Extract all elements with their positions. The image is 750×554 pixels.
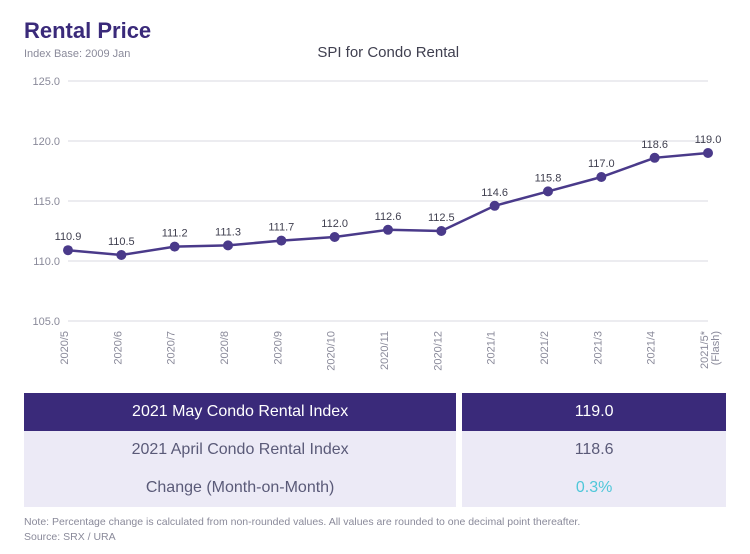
svg-text:105.0: 105.0 (32, 316, 60, 328)
svg-text:2021/3: 2021/3 (592, 331, 604, 365)
svg-text:119.0: 119.0 (695, 134, 722, 146)
row-value: 119.0 (459, 393, 726, 431)
svg-text:2021/1: 2021/1 (486, 331, 498, 365)
svg-text:112.5: 112.5 (428, 212, 455, 224)
svg-text:2020/11: 2020/11 (379, 331, 391, 370)
svg-text:115.0: 115.0 (33, 196, 60, 208)
svg-text:2020/8: 2020/8 (219, 331, 231, 365)
svg-text:2021/4: 2021/4 (646, 331, 658, 365)
svg-text:111.3: 111.3 (215, 226, 241, 238)
svg-text:118.6: 118.6 (641, 139, 668, 151)
svg-text:2020/9: 2020/9 (272, 331, 284, 365)
table-row: 2021 April Condo Rental Index 118.6 (24, 431, 726, 469)
chart-svg: 105.0 110.0 115.0 120.0 125.0 110.9 110.5 111.2… (24, 67, 726, 387)
svg-text:125.0: 125.0 (32, 76, 60, 88)
svg-text:111.2: 111.2 (162, 228, 188, 240)
svg-text:(Flash): (Flash) (710, 331, 722, 365)
header: Rental Price Index Base: 2009 Jan SPI fo… (24, 18, 726, 61)
row-label: 2021 May Condo Rental Index (24, 393, 459, 431)
table-row: Change (Month-on-Month) 0.3% (24, 469, 726, 507)
header-subline: Index Base: 2009 Jan SPI for Condo Renta… (24, 44, 726, 61)
svg-text:117.0: 117.0 (588, 158, 615, 170)
svg-text:112.0: 112.0 (321, 218, 348, 230)
table-row: 2021 May Condo Rental Index 119.0 (24, 393, 726, 431)
svg-text:115.8: 115.8 (535, 172, 562, 184)
footnote-line: Note: Percentage change is calculated fr… (24, 515, 726, 530)
svg-text:110.0: 110.0 (33, 256, 60, 268)
row-label: 2021 April Condo Rental Index (24, 431, 459, 469)
svg-text:111.7: 111.7 (268, 222, 294, 234)
svg-text:2020/5: 2020/5 (59, 331, 71, 365)
page-title: Rental Price (24, 18, 726, 44)
summary-table: 2021 May Condo Rental Index 119.0 2021 A… (24, 393, 726, 507)
svg-text:2020/10: 2020/10 (326, 331, 338, 371)
row-value: 118.6 (459, 431, 726, 469)
footnote-line: Source: SRX / URA (24, 530, 726, 545)
svg-text:2020/6: 2020/6 (112, 331, 124, 365)
svg-text:112.6: 112.6 (375, 211, 402, 223)
svg-text:110.9: 110.9 (55, 231, 82, 243)
line-chart: 105.0 110.0 115.0 120.0 125.0 110.9 110.5 111.2… (24, 67, 726, 387)
svg-text:110.5: 110.5 (108, 236, 135, 248)
row-label: Change (Month-on-Month) (24, 469, 459, 507)
footnote: Note: Percentage change is calculated fr… (24, 515, 726, 544)
svg-text:2021/2: 2021/2 (539, 331, 551, 365)
svg-text:2020/12: 2020/12 (432, 331, 444, 371)
index-base-label: Index Base: 2009 Jan (24, 48, 130, 60)
svg-text:2020/7: 2020/7 (166, 331, 178, 365)
svg-text:114.6: 114.6 (481, 187, 508, 199)
svg-text:120.0: 120.0 (32, 136, 60, 148)
row-value: 0.3% (459, 469, 726, 507)
chart-title: SPI for Condo Rental (130, 44, 646, 61)
